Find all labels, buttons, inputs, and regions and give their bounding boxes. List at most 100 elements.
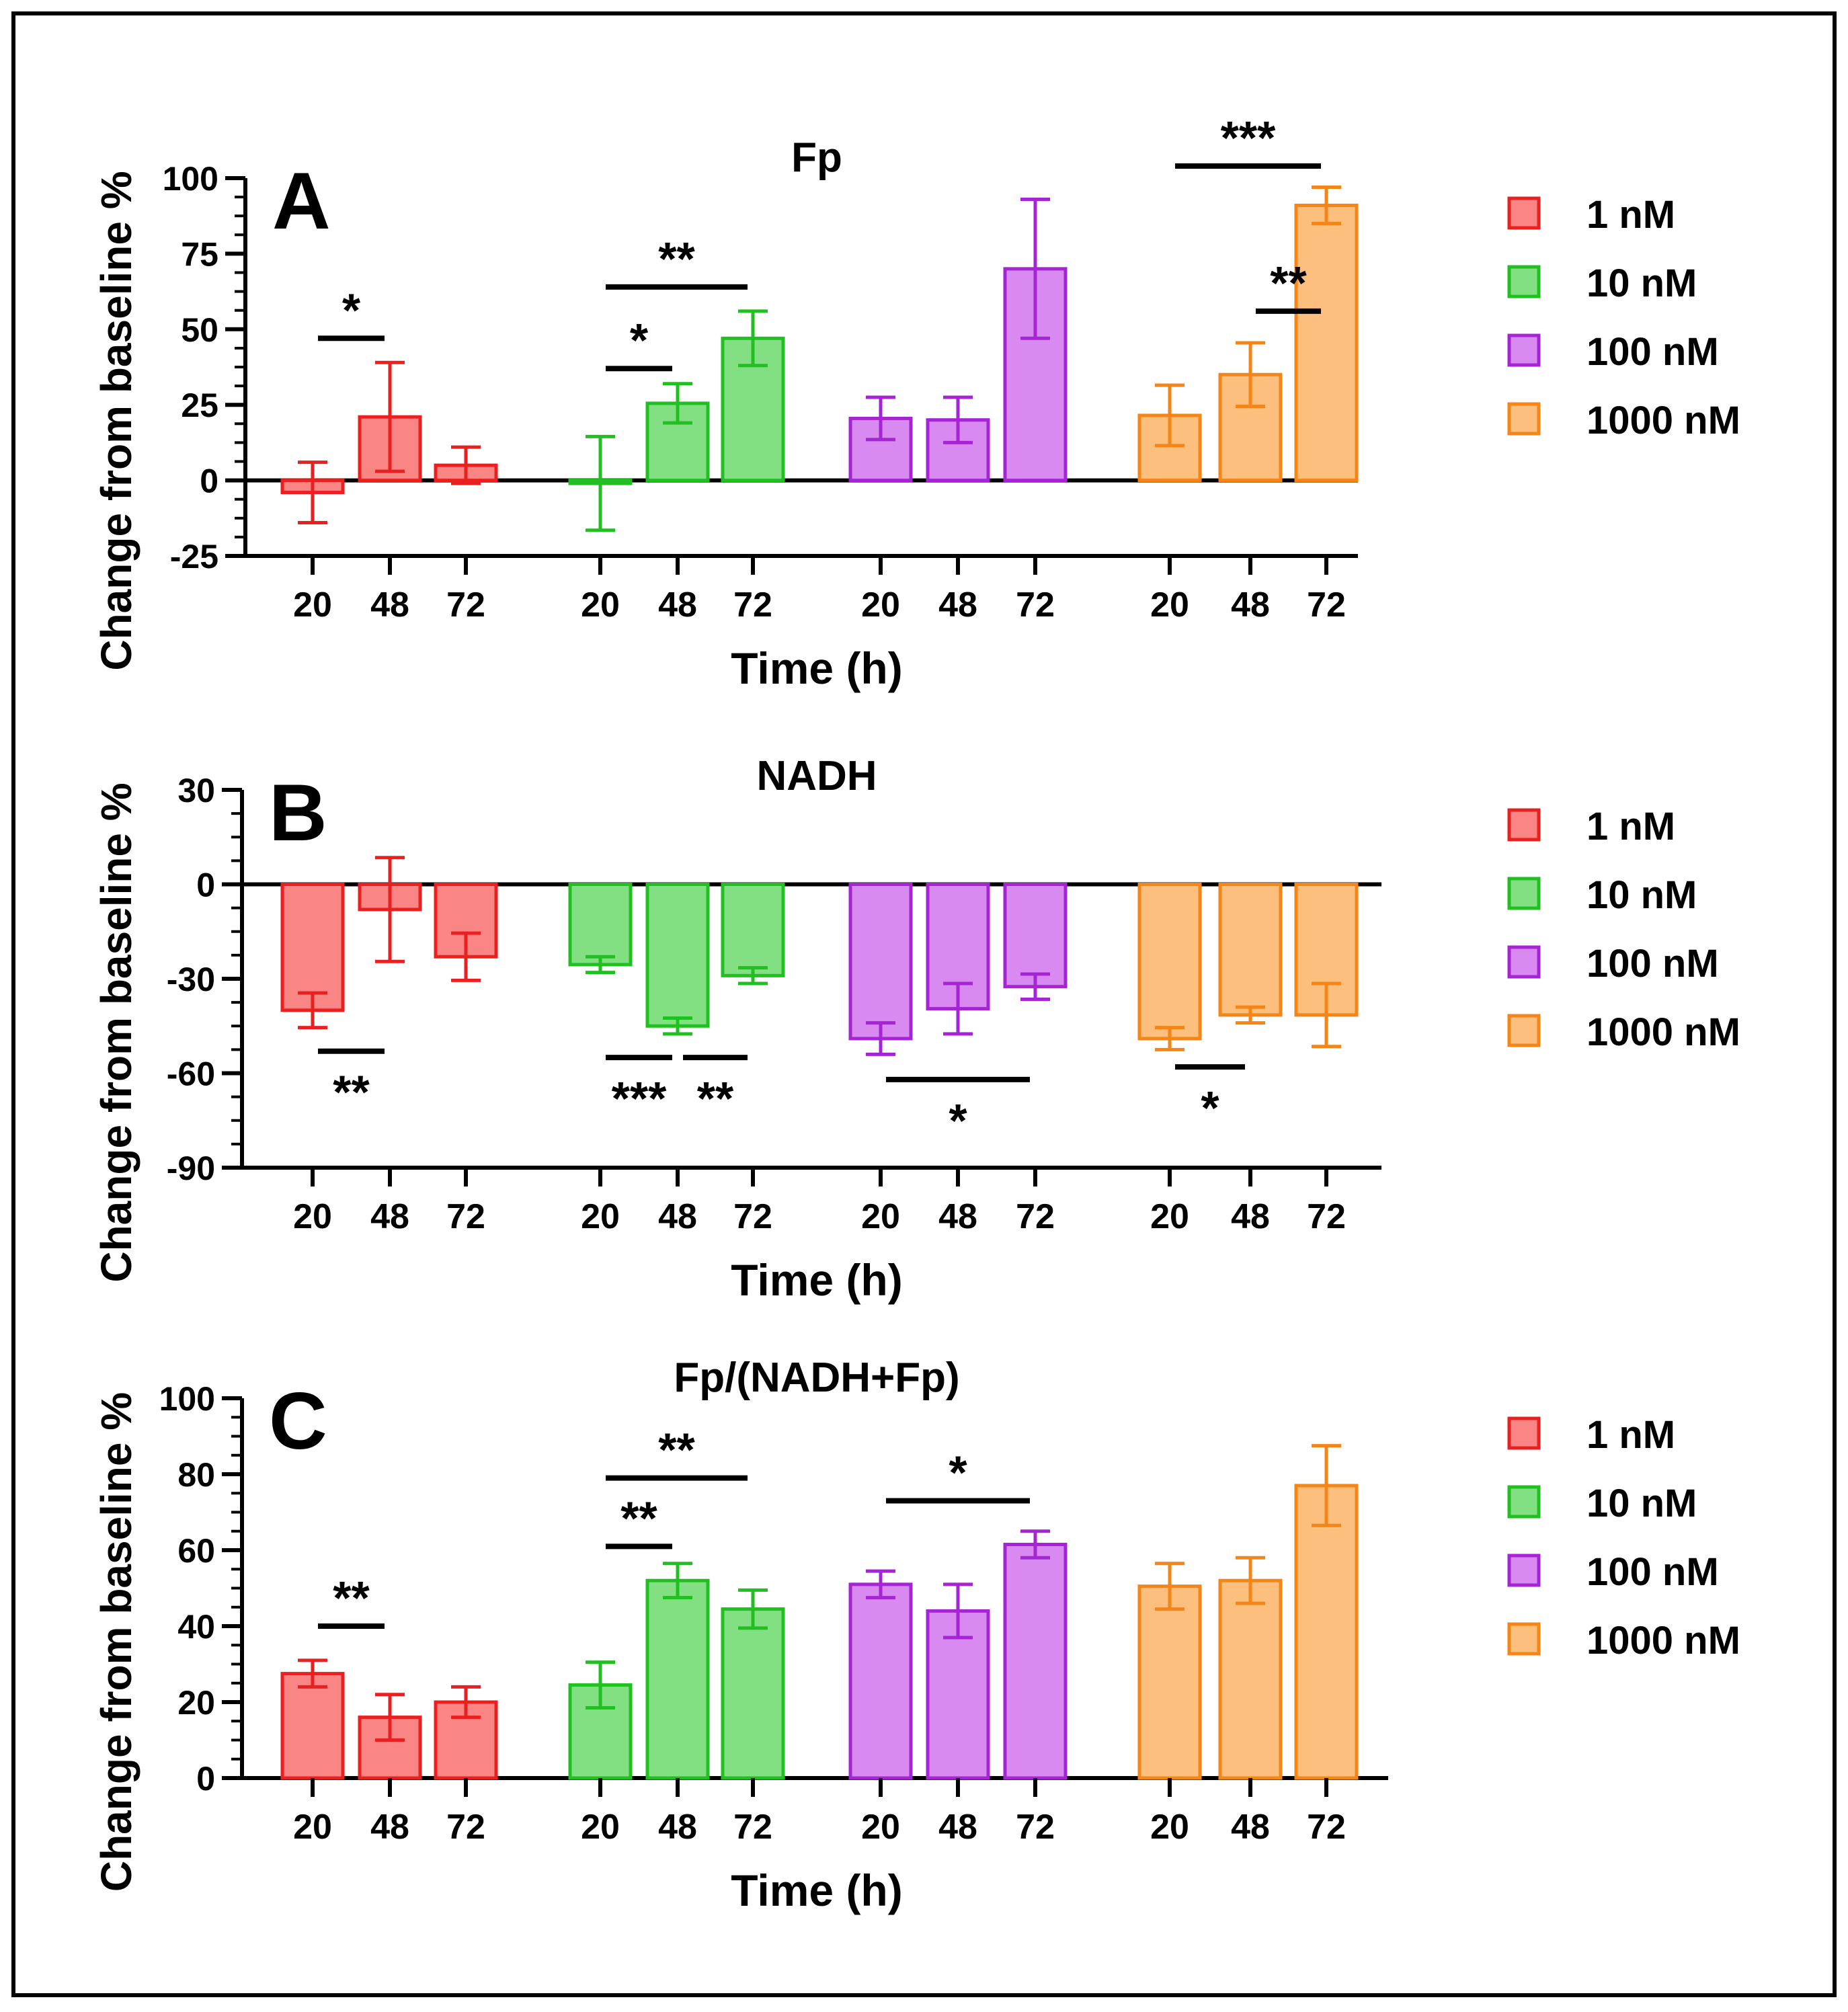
chart-title: Fp	[791, 134, 842, 181]
panel-label: C	[269, 1376, 327, 1466]
x-tick-label: 72	[733, 586, 772, 625]
legend-swatch	[1507, 1014, 1541, 1047]
legend-swatch	[1507, 402, 1541, 436]
x-tick-label: 72	[733, 1197, 772, 1236]
y-tick-label: 30	[177, 772, 215, 809]
chart-title: Fp/(NADH+Fp)	[674, 1355, 959, 1401]
x-tick-label: 72	[446, 1197, 485, 1236]
y-tick-label: 80	[177, 1456, 215, 1494]
x-tick-label: 48	[938, 586, 977, 625]
x-tick-label: 72	[1016, 1808, 1055, 1847]
legend-label: 1 nM	[1586, 805, 1675, 848]
x-tick-label: 20	[1150, 1197, 1189, 1236]
legend-swatch	[1507, 1554, 1541, 1587]
y-tick-label: 20	[177, 1684, 215, 1722]
figure-frame	[11, 11, 1837, 1997]
significance-label: **	[333, 1066, 370, 1119]
x-tick-label: 48	[658, 1197, 697, 1236]
legend-swatch	[1507, 945, 1541, 979]
legend-swatch	[1507, 333, 1541, 367]
significance-label: **	[620, 1492, 657, 1544]
bar-1000nM-48h	[1218, 883, 1283, 1017]
y-tick-label: -30	[167, 961, 215, 998]
x-tick-label: 20	[861, 586, 900, 625]
x-axis-label: Time (h)	[731, 643, 902, 693]
legend-label: 100 nM	[1586, 942, 1719, 985]
legend-label: 100 nM	[1586, 1550, 1719, 1594]
y-tick-label: 60	[177, 1532, 215, 1570]
y-tick-label: 40	[177, 1608, 215, 1646]
y-tick-label: 100	[163, 160, 218, 198]
bar-10nM-20h	[568, 883, 633, 967]
x-tick-label: 48	[370, 586, 409, 625]
legend-swatch	[1507, 877, 1541, 910]
x-tick-label: 48	[938, 1197, 977, 1236]
bar-100nM-20h	[848, 883, 913, 1041]
significance-label: **	[658, 1424, 695, 1476]
legend-swatch	[1507, 808, 1541, 842]
x-tick-label: 48	[370, 1197, 409, 1236]
bar-1000nM-20h	[1137, 1584, 1202, 1780]
bar-10nM-48h	[645, 1578, 710, 1780]
legend-label: 100 nM	[1586, 330, 1719, 374]
y-tick-label: 100	[159, 1380, 215, 1418]
y-tick-label: 0	[196, 867, 215, 904]
y-tick-label: -25	[170, 538, 218, 575]
x-axis-label: Time (h)	[731, 1255, 902, 1305]
legend-label: 1 nM	[1586, 193, 1675, 237]
x-tick-label: 20	[293, 1197, 332, 1236]
legend-swatch	[1507, 196, 1541, 230]
y-tick-label: -60	[167, 1055, 215, 1093]
legend-label: 10 nM	[1586, 873, 1697, 917]
bar-1000nM-48h	[1218, 1578, 1283, 1780]
y-tick-label: 0	[200, 462, 218, 500]
x-tick-label: 72	[446, 586, 485, 625]
x-tick-label: 72	[1307, 1808, 1346, 1847]
x-tick-label: 72	[1307, 586, 1346, 625]
significance-label: *	[342, 284, 361, 336]
chart-title: NADH	[756, 753, 877, 799]
x-tick-label: 20	[581, 586, 620, 625]
legend-label: 10 nM	[1586, 1482, 1697, 1525]
x-tick-label: 20	[1150, 586, 1189, 625]
bar-10nM-72h	[721, 1607, 785, 1780]
x-tick-label: 48	[658, 586, 697, 625]
bar-10nM-48h	[645, 883, 710, 1028]
significance-label: *	[949, 1094, 967, 1147]
x-tick-label: 48	[1231, 586, 1270, 625]
x-tick-label: 20	[861, 1808, 900, 1847]
x-tick-label: 20	[581, 1197, 620, 1236]
bar-1nM-20h	[280, 883, 345, 1012]
x-tick-label: 48	[1231, 1197, 1270, 1236]
x-tick-label: 48	[1231, 1808, 1270, 1847]
legend-swatch	[1507, 1622, 1541, 1656]
panel-label: B	[269, 768, 327, 858]
bar-1000nM-20h	[1137, 883, 1202, 1041]
bar-100nM-72h	[1003, 1543, 1068, 1780]
x-tick-label: 20	[581, 1808, 620, 1847]
bar-10nM-72h	[721, 883, 785, 977]
y-tick-label: 50	[181, 311, 218, 349]
significance-label: *	[1201, 1082, 1219, 1134]
significance-label: **	[333, 1572, 370, 1624]
bar-100nM-20h	[848, 1582, 913, 1780]
x-tick-label: 20	[293, 1808, 332, 1847]
legend-label: 1000 nM	[1586, 1619, 1740, 1662]
x-tick-label: 72	[733, 1808, 772, 1847]
x-tick-label: 72	[446, 1808, 485, 1847]
legend-label: 1 nM	[1586, 1413, 1675, 1457]
y-axis-label: Change from baseline %	[92, 782, 140, 1282]
significance-label: ***	[1221, 112, 1276, 164]
legend-label: 10 nM	[1586, 261, 1697, 305]
y-axis-label: Change from baseline %	[92, 171, 140, 670]
significance-label: *	[630, 314, 649, 366]
x-tick-label: 72	[1016, 1197, 1055, 1236]
y-tick-label: 75	[181, 235, 218, 273]
x-tick-label: 72	[1016, 586, 1055, 625]
y-axis-label: Change from baseline %	[92, 1392, 140, 1892]
significance-label: **	[658, 233, 695, 285]
legend-swatch	[1507, 1416, 1541, 1450]
